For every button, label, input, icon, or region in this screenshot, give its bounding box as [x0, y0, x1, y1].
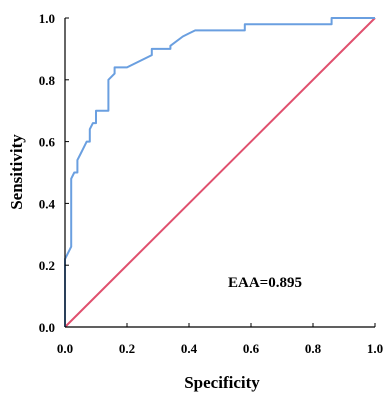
x-tick-label: 0.6	[243, 341, 260, 356]
roc-curve	[64, 17, 375, 327]
y-tick-label: 0.2	[39, 258, 55, 273]
axes	[64, 17, 376, 328]
auc-annotation: EAA=0.895	[228, 275, 302, 291]
plot-area	[64, 17, 376, 328]
x-tick-label: 0.0	[57, 341, 73, 356]
y-tick-label: 0.4	[39, 196, 56, 211]
x-tick-label: 0.8	[305, 341, 322, 356]
y-tick-label: 0.6	[39, 135, 56, 150]
y-tick-label: 1.0	[39, 11, 55, 26]
y-tick-label: 0.0	[39, 320, 55, 335]
reference-line	[64, 17, 376, 328]
x-axis-title: Specificity	[184, 373, 260, 392]
y-tick-label: 0.8	[39, 73, 56, 88]
tick-labels: 0.0 0.2 0.4 0.6 0.8 1.0 0.0 0.2 0.4 0.6 0.8 1.0	[39, 11, 383, 356]
x-tick-label: 0.2	[119, 341, 135, 356]
y-axis-title: Sensitivity	[7, 134, 26, 210]
x-tick-label: 1.0	[367, 341, 383, 356]
x-tick-label: 0.4	[181, 341, 198, 356]
